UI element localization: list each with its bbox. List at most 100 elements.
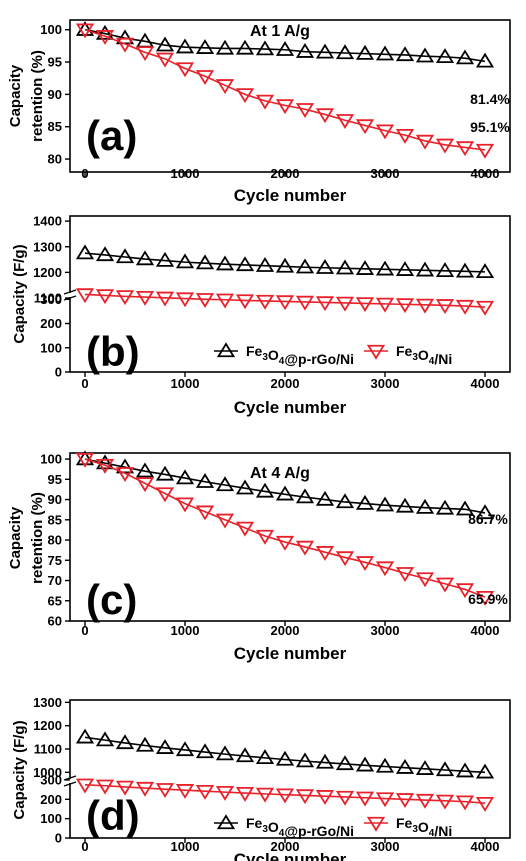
data-point xyxy=(275,295,295,311)
data-point xyxy=(135,46,155,62)
data-point xyxy=(375,561,395,577)
data-point xyxy=(175,784,195,799)
data-point xyxy=(175,62,195,78)
data-point xyxy=(335,114,355,129)
data-point xyxy=(155,487,175,503)
data-point xyxy=(335,755,355,771)
x-tick-label: 3000 xyxy=(371,166,400,181)
y-tick-label: 200 xyxy=(40,792,62,807)
legend: Fe3O4@p-rGo/Ni Fe3O4/Ni xyxy=(214,814,452,839)
data-point xyxy=(455,583,475,599)
x-tick-label: 1000 xyxy=(171,376,200,391)
y-tick-label: 1400 xyxy=(33,214,62,229)
y-tick-label: 85 xyxy=(48,119,62,134)
data-point xyxy=(255,294,275,310)
data-point xyxy=(175,38,195,54)
x-tick-label: 4000 xyxy=(471,376,500,391)
data-point xyxy=(335,296,355,312)
data-point xyxy=(315,753,335,769)
data-point xyxy=(435,48,455,64)
data-point xyxy=(435,138,455,154)
series-fe3o4-ni xyxy=(75,778,495,812)
data-point xyxy=(255,94,275,110)
y-tick-label: 80 xyxy=(48,152,62,167)
data-point xyxy=(135,477,155,493)
y-axis-label: Capacity xyxy=(7,506,24,569)
series-fe3o4-prgo-ni xyxy=(75,244,495,279)
x-tick-label: 2000 xyxy=(271,376,300,391)
data-point xyxy=(355,494,375,510)
data-point xyxy=(235,521,255,537)
data-point xyxy=(255,787,275,803)
x-tick-label: 1000 xyxy=(171,839,200,854)
data-point xyxy=(135,781,155,797)
legend-marker xyxy=(216,342,236,358)
y-tick-label: 65 xyxy=(48,593,62,608)
data-point xyxy=(315,546,335,561)
data-point xyxy=(155,739,175,754)
panel-label: (d) xyxy=(86,792,140,839)
data-point xyxy=(475,763,495,779)
data-point xyxy=(215,293,235,309)
data-point xyxy=(235,294,255,310)
data-point xyxy=(235,39,255,55)
axis-break-mark xyxy=(63,289,77,295)
data-point xyxy=(175,497,195,513)
data-point xyxy=(75,288,95,304)
data-point xyxy=(355,556,375,572)
data-point xyxy=(155,783,175,798)
data-point xyxy=(275,750,295,766)
data-point xyxy=(295,258,315,274)
chart-title: At 4 A/g xyxy=(250,465,310,482)
data-point xyxy=(395,46,415,62)
data-point xyxy=(395,793,415,809)
data-point xyxy=(215,39,235,55)
data-point xyxy=(435,499,455,515)
data-point xyxy=(275,41,295,56)
data-point xyxy=(115,248,135,264)
y-tick-label: 100 xyxy=(40,452,62,467)
series-line xyxy=(84,28,486,63)
y-tick-label: 90 xyxy=(48,87,62,102)
y-tick-label: 100 xyxy=(40,22,62,37)
data-point xyxy=(215,79,235,95)
data-point xyxy=(275,535,295,551)
legend-marker xyxy=(216,814,236,830)
data-point xyxy=(455,500,475,516)
series-fe3o4-ni xyxy=(75,452,495,606)
data-point xyxy=(435,577,455,593)
data-point xyxy=(375,792,395,808)
x-tick-label: 0 xyxy=(81,376,88,391)
legend-label: Fe3O4@p-rGo/Ni xyxy=(246,815,354,839)
data-point xyxy=(335,551,355,567)
y-tick-label: 1100 xyxy=(34,742,62,757)
y-axis-label: retention (%) xyxy=(29,50,46,142)
legend-label: Fe3O4/Ni xyxy=(396,815,452,839)
data-point xyxy=(155,52,175,68)
data-point xyxy=(155,291,175,307)
axis-break-gap xyxy=(64,779,76,783)
data-point xyxy=(375,260,395,276)
data-point xyxy=(195,743,215,759)
data-point xyxy=(415,47,435,63)
series-fe3o4-prgo-ni xyxy=(75,20,495,68)
data-point xyxy=(275,485,295,501)
data-point xyxy=(195,39,215,54)
data-point xyxy=(295,488,315,504)
data-point xyxy=(375,45,395,61)
data-point xyxy=(455,262,475,278)
data-point xyxy=(75,452,95,468)
series-fe3o4-prgo-ni xyxy=(75,450,495,520)
x-tick-label: 4000 xyxy=(471,839,500,854)
y-tick-label: 100 xyxy=(40,340,62,355)
data-point xyxy=(75,244,95,260)
data-point xyxy=(135,250,155,266)
data-point xyxy=(195,70,215,85)
data-point xyxy=(455,49,475,65)
y-tick-label: 300 xyxy=(40,772,62,787)
data-point xyxy=(315,259,335,274)
data-point xyxy=(475,143,495,159)
chart-panel-d: 0 1000 2000 3000 400001002003001000110012001… xyxy=(11,695,511,861)
